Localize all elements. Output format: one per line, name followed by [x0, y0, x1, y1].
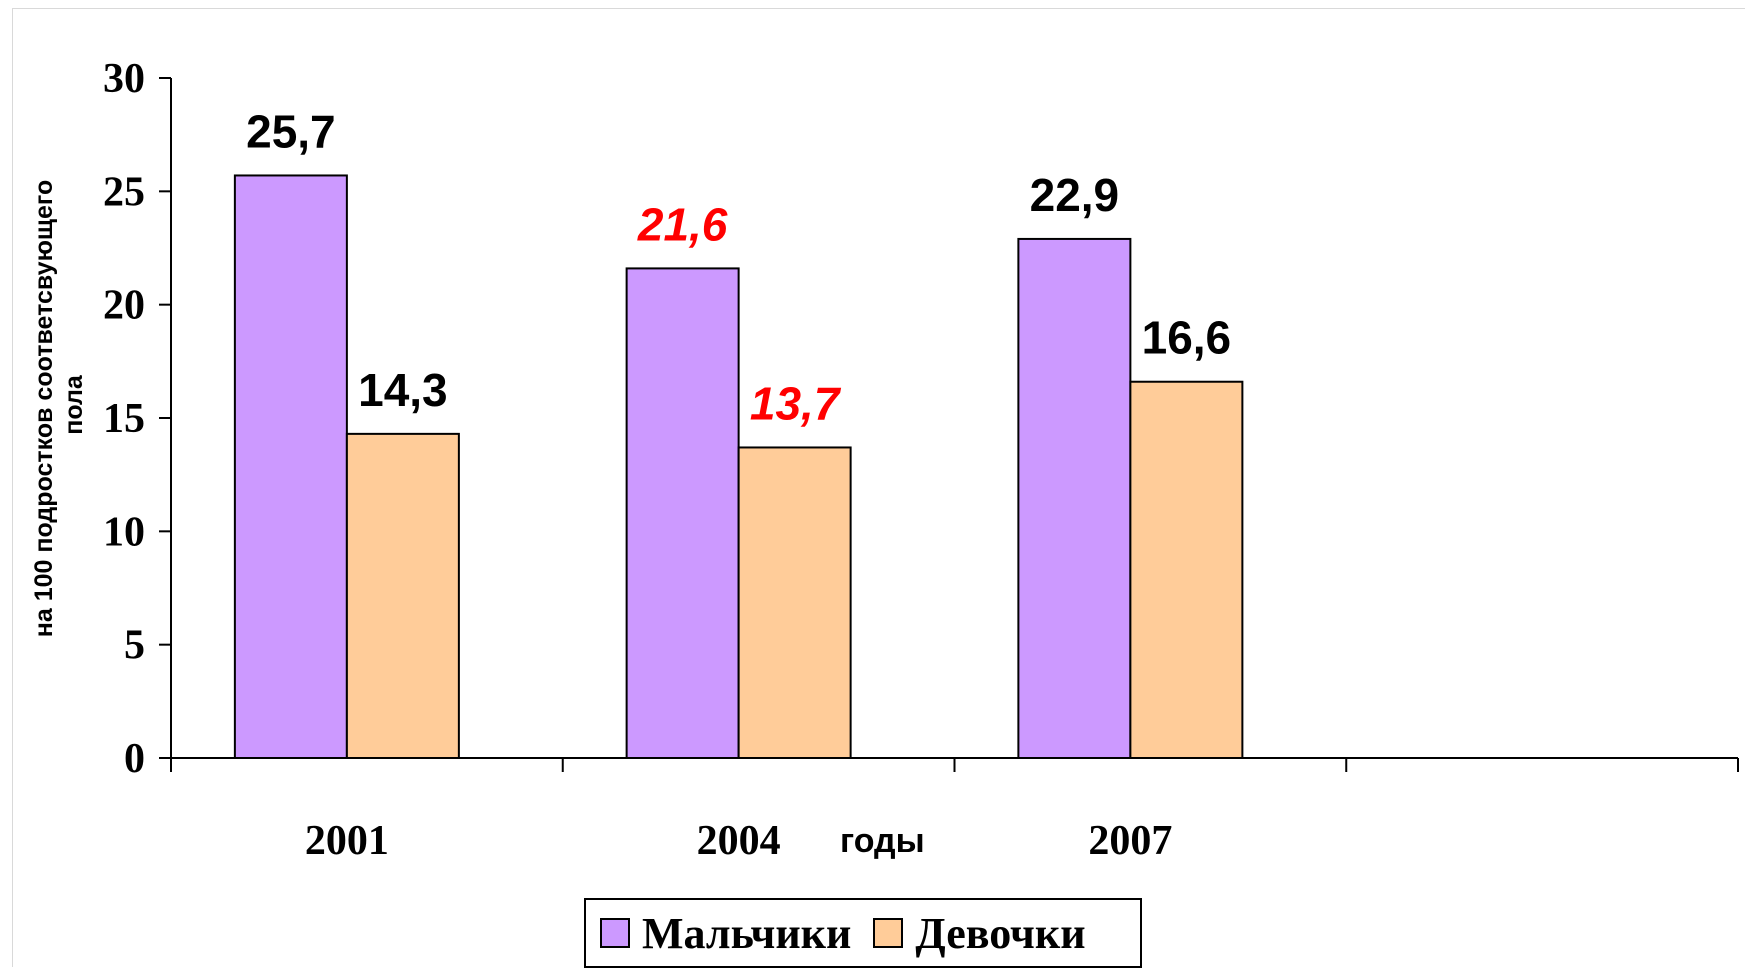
data-label: 22,9	[1030, 169, 1120, 221]
y-tick-label: 15	[103, 396, 145, 442]
y-tick-label: 0	[124, 736, 145, 782]
bar-boys	[625, 267, 740, 759]
bar-boys	[1017, 237, 1132, 759]
legend-swatch-girls	[873, 918, 904, 948]
legend: Мальчики Девочки	[584, 898, 1142, 968]
bar-boys	[233, 174, 348, 759]
data-labels: 25,7 21,6 22,9 14,3 13,7 16,6	[246, 105, 1231, 429]
x-tick-label: 2001	[305, 818, 389, 864]
bar-girls	[737, 446, 852, 759]
data-label: 21,6	[637, 198, 728, 250]
y-tick-label: 25	[103, 169, 145, 215]
y-axis-title: на 100 подростков соответсвующего пола	[30, 173, 88, 637]
legend-swatch-boys	[600, 918, 630, 948]
axes: 0 5 10 15 20 25 30 2001 2004 2007	[103, 56, 1739, 864]
y-tick-label: 10	[103, 509, 145, 555]
bar-girls	[1129, 380, 1244, 759]
x-axis-title: годы	[840, 822, 925, 860]
chart-frame	[12, 8, 1745, 967]
x-tick-label: 2004	[697, 818, 781, 864]
legend-label-girls: Девочки	[915, 908, 1086, 958]
bar-girls	[345, 432, 460, 759]
bars	[233, 174, 1244, 759]
y-tick-label: 5	[124, 623, 145, 669]
legend-label-boys: Мальчики	[642, 908, 852, 958]
data-label: 25,7	[246, 105, 336, 157]
data-label: 14,3	[358, 364, 448, 416]
legend-item-girls: Девочки	[873, 908, 1086, 959]
x-tick-label: 2007	[1088, 818, 1172, 864]
legend-item-boys: Мальчики	[600, 908, 851, 959]
y-tick-label: 20	[103, 283, 145, 329]
data-label: 16,6	[1142, 312, 1232, 364]
y-tick-label: 30	[103, 56, 145, 102]
data-label: 13,7	[750, 377, 842, 429]
